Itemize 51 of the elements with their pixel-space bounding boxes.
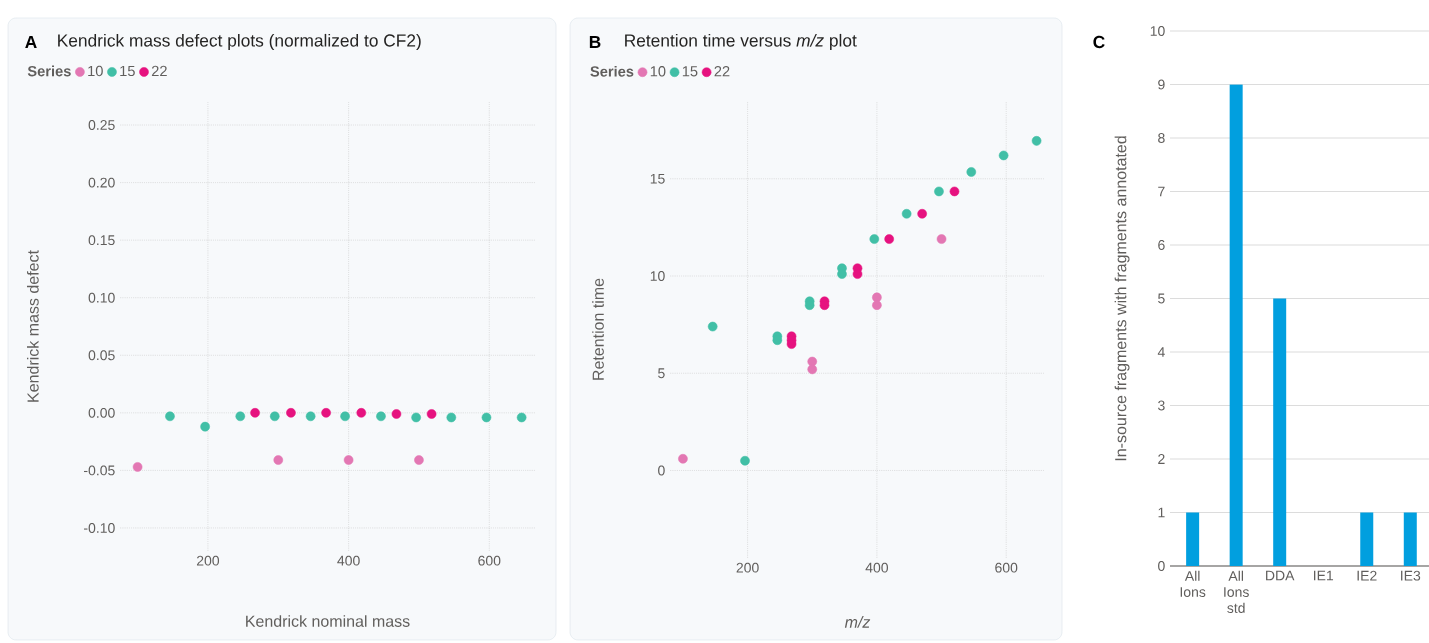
x-tick-label: 400 [337, 555, 360, 566]
x-tick-label: IE1 [1314, 570, 1334, 581]
text: B [589, 36, 601, 48]
y-tick-label: 6 [1158, 240, 1165, 250]
legend-label: 15 [120, 65, 135, 77]
legend-title: Series [590, 65, 634, 77]
text: C [1093, 35, 1105, 49]
y-tick-label: 10 [1150, 26, 1165, 36]
y-tick-label: 0.25 [88, 120, 115, 130]
y-tick-label: 15 [650, 173, 665, 184]
y-axis-title: Retention time [592, 278, 604, 380]
y-tick-label: 7 [1158, 186, 1165, 197]
y-axis-title: Kendrick mass defect [27, 250, 39, 402]
y-axis-title: In-source fragments with fragments annotated [1114, 136, 1130, 461]
y-tick-label: 0.00 [88, 407, 115, 418]
x-tick-label: 600 [478, 555, 501, 566]
x-tick-label: All Ions [1180, 570, 1206, 597]
y-tick-label: 8 [1158, 133, 1165, 143]
x-axis-title: m/z [844, 616, 871, 628]
y-tick-label: 0.15 [88, 235, 115, 246]
legend-label: 22 [714, 66, 730, 77]
y-tick-label: 9 [1158, 79, 1165, 90]
x-tick-label: 400 [865, 562, 889, 573]
legend-title: Series [27, 65, 71, 77]
y-tick-label: -0.10 [84, 523, 115, 533]
x-tick-label: 200 [736, 562, 759, 573]
chart-title: Kendrick mass defect plots (normalized to CF2) [58, 33, 421, 51]
y-tick-label: 2 [1158, 454, 1165, 464]
x-tick-label: DDA [1266, 570, 1295, 581]
x-axis-title: Kendrick nominal mass [246, 615, 410, 627]
y-tick-label: 3 [1158, 400, 1165, 411]
y-tick-label: 0 [1158, 561, 1165, 571]
y-tick-label: 0.05 [88, 350, 115, 361]
x-tick-label: 600 [995, 562, 1018, 573]
y-tick-label: 10 [650, 271, 665, 281]
x-tick-label: All Ions std [1224, 570, 1249, 613]
y-tick-label: 1 [1158, 507, 1165, 518]
chart-title: Retention time versus m/z plot [625, 33, 857, 51]
y-tick-label: 0.10 [88, 292, 115, 303]
y-tick-label: -0.05 [84, 465, 115, 476]
y-tick-label: 5 [658, 368, 665, 379]
legend-label: 15 [682, 66, 698, 77]
x-tick-label: IE2 [1357, 570, 1377, 581]
y-tick-label: 5 [1158, 293, 1165, 304]
legend-label: 22 [151, 65, 167, 77]
y-tick-label: 0.20 [88, 177, 115, 188]
y-tick-label: 4 [1157, 347, 1165, 357]
x-tick-label: IE3 [1401, 570, 1421, 581]
x-tick-label: 200 [196, 555, 220, 566]
y-tick-label: 0 [658, 465, 665, 476]
text: A [25, 36, 37, 48]
